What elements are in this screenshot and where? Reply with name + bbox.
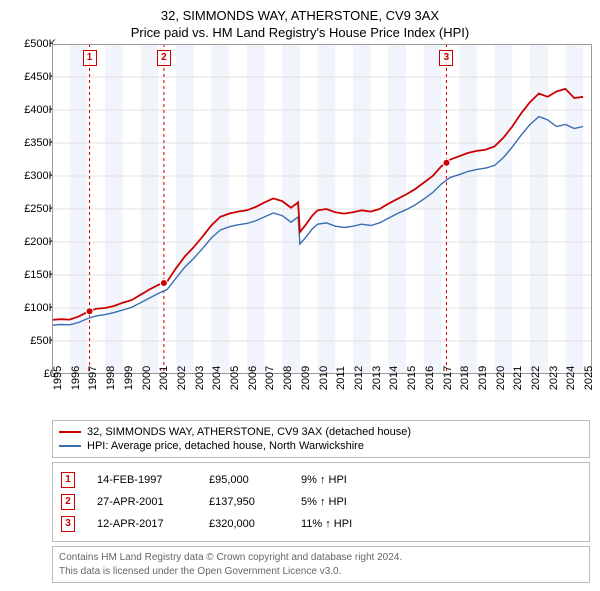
x-tick-label: 2003 [194, 366, 206, 390]
sale-hpi-delta: 5% ↑ HPI [301, 496, 347, 508]
x-tick-label: 2000 [141, 366, 153, 390]
sale-row-marker: 3 [61, 516, 75, 532]
x-tick-label: 2006 [247, 366, 259, 390]
chart-title: 32, SIMMONDS WAY, ATHERSTONE, CV9 3AX Pr… [0, 0, 600, 44]
x-tick-label: 1999 [123, 366, 135, 390]
sale-price: £137,950 [209, 496, 279, 508]
x-tick-label: 1998 [105, 366, 117, 390]
x-tick-label: 1995 [52, 366, 64, 390]
x-tick-label: 2021 [512, 366, 524, 390]
x-tick-label: 2008 [282, 366, 294, 390]
legend-swatch [59, 431, 81, 433]
legend-label: 32, SIMMONDS WAY, ATHERSTONE, CV9 3AX (d… [87, 426, 411, 438]
x-tick-label: 2004 [211, 366, 223, 390]
x-tick-label: 2010 [318, 366, 330, 390]
legend-box: 32, SIMMONDS WAY, ATHERSTONE, CV9 3AX (d… [52, 420, 590, 458]
chart-container: 32, SIMMONDS WAY, ATHERSTONE, CV9 3AX Pr… [0, 0, 600, 583]
title-line1: 32, SIMMONDS WAY, ATHERSTONE, CV9 3AX [0, 8, 600, 23]
legend-row: 32, SIMMONDS WAY, ATHERSTONE, CV9 3AX (d… [59, 425, 583, 439]
x-tick-label: 2007 [264, 366, 276, 390]
sale-row: 1 14-FEB-1997 £95,000 9% ↑ HPI [61, 469, 581, 491]
sale-date: 12-APR-2017 [97, 518, 187, 530]
sale-date: 27-APR-2001 [97, 496, 187, 508]
x-tick-label: 2002 [176, 366, 188, 390]
footer-line2: This data is licensed under the Open Gov… [59, 565, 583, 579]
sales-table: 1 14-FEB-1997 £95,000 9% ↑ HPI 2 27-APR-2001 £… [52, 462, 590, 542]
plot-area: 1 2 3 [52, 44, 592, 374]
sale-price: £95,000 [209, 474, 279, 486]
legend-swatch [59, 445, 81, 447]
x-tick-label: 2022 [530, 366, 542, 390]
x-tick-label: 2019 [477, 366, 489, 390]
sale-row: 3 12-APR-2017 £320,000 11% ↑ HPI [61, 513, 581, 535]
x-axis-ticks: 1995199619971998199920002001200220032004… [52, 374, 592, 414]
sale-price: £320,000 [209, 518, 279, 530]
x-tick-label: 2025 [583, 366, 595, 390]
sale-row: 2 27-APR-2001 £137,950 5% ↑ HPI [61, 491, 581, 513]
attribution-footer: Contains HM Land Registry data © Crown c… [52, 546, 590, 583]
footer-line1: Contains HM Land Registry data © Crown c… [59, 551, 583, 565]
x-tick-label: 2011 [335, 366, 347, 390]
x-tick-label: 2001 [158, 366, 170, 390]
line-chart-svg [52, 44, 592, 374]
sale-hpi-delta: 11% ↑ HPI [301, 518, 352, 530]
x-tick-label: 2012 [353, 366, 365, 390]
x-tick-label: 2009 [300, 366, 312, 390]
x-tick-label: 1997 [87, 366, 99, 390]
x-tick-label: 2015 [406, 366, 418, 390]
x-tick-label: 2005 [229, 366, 241, 390]
sale-marker-2: 2 [157, 50, 171, 66]
x-tick-label: 1996 [70, 366, 82, 390]
x-tick-label: 2014 [388, 366, 400, 390]
x-tick-label: 2023 [548, 366, 560, 390]
x-tick-label: 2013 [371, 366, 383, 390]
sale-marker-1: 1 [83, 50, 97, 66]
sale-row-marker: 2 [61, 494, 75, 510]
x-tick-label: 2018 [459, 366, 471, 390]
legend-label: HPI: Average price, detached house, Nort… [87, 440, 364, 452]
x-tick-label: 2017 [442, 366, 454, 390]
sale-hpi-delta: 9% ↑ HPI [301, 474, 347, 486]
sale-row-marker: 1 [61, 472, 75, 488]
x-tick-label: 2020 [495, 366, 507, 390]
sale-date: 14-FEB-1997 [97, 474, 187, 486]
title-line2: Price paid vs. HM Land Registry's House … [0, 25, 600, 40]
legend-row: HPI: Average price, detached house, Nort… [59, 439, 583, 453]
sale-marker-3: 3 [439, 50, 453, 66]
x-tick-label: 2016 [424, 366, 436, 390]
x-tick-label: 2024 [565, 366, 577, 390]
